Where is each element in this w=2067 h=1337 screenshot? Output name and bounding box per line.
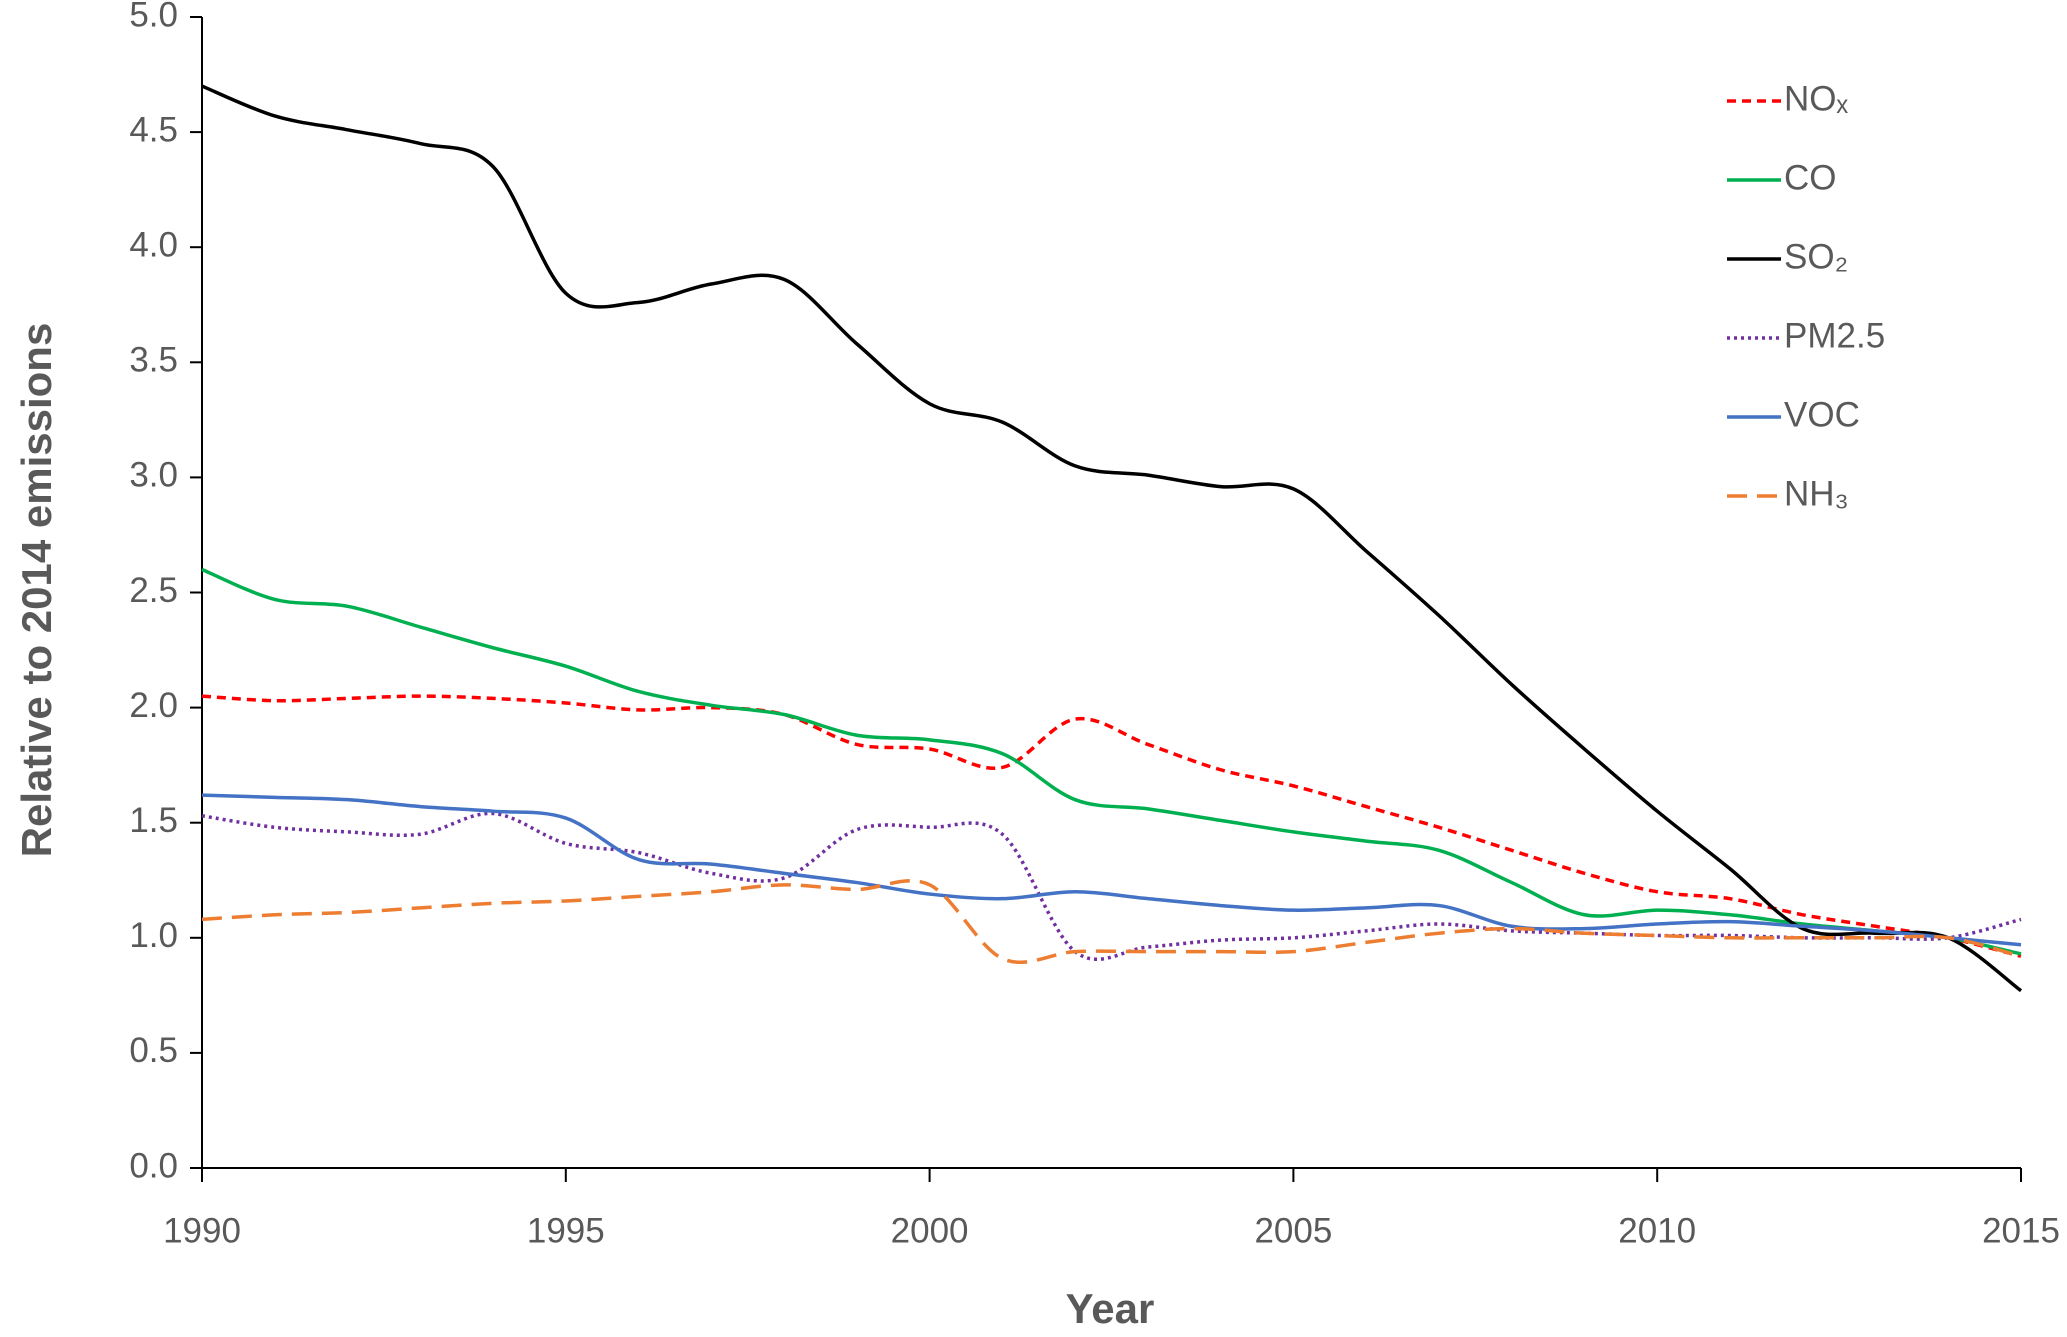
legend-label: PM2.5 xyxy=(1784,316,1885,355)
series-line xyxy=(201,879,2022,965)
y-tick-label: 4.5 xyxy=(129,110,178,149)
y-tick-label: 0.0 xyxy=(129,1146,178,1185)
series-line xyxy=(201,84,2023,993)
y-tick-label: 2.5 xyxy=(129,571,178,610)
x-tick-label: 2015 xyxy=(1982,1211,2060,1250)
y-tick-label: 1.5 xyxy=(129,801,178,840)
x-tick-label: 2000 xyxy=(891,1211,969,1250)
legend-label: NH₃ xyxy=(1784,474,1849,513)
x-axis-title: Year xyxy=(1066,1285,1155,1332)
legend-label: SO₂ xyxy=(1784,237,1848,276)
x-tick-label: 1995 xyxy=(527,1211,605,1250)
series-line xyxy=(201,567,2022,956)
y-tick-label: 3.5 xyxy=(129,341,178,380)
legend-label: VOC xyxy=(1784,395,1860,434)
series-line xyxy=(201,694,2022,958)
y-tick-label: 2.0 xyxy=(129,686,178,725)
y-axis-title: Relative to 2014 emissions xyxy=(13,323,60,858)
legend-label: NOₓ xyxy=(1784,79,1849,118)
y-tick-label: 0.5 xyxy=(129,1031,178,1070)
series-line xyxy=(201,793,2022,947)
y-tick-label: 1.0 xyxy=(129,916,178,955)
y-tick-label: 4.0 xyxy=(129,225,178,264)
y-tick-label: 5.0 xyxy=(129,0,178,34)
y-tick-label: 3.0 xyxy=(129,456,178,495)
x-tick-label: 1990 xyxy=(163,1211,241,1250)
x-tick-label: 2010 xyxy=(1618,1211,1696,1250)
x-tick-label: 2005 xyxy=(1254,1211,1332,1250)
legend-label: CO xyxy=(1784,158,1837,197)
